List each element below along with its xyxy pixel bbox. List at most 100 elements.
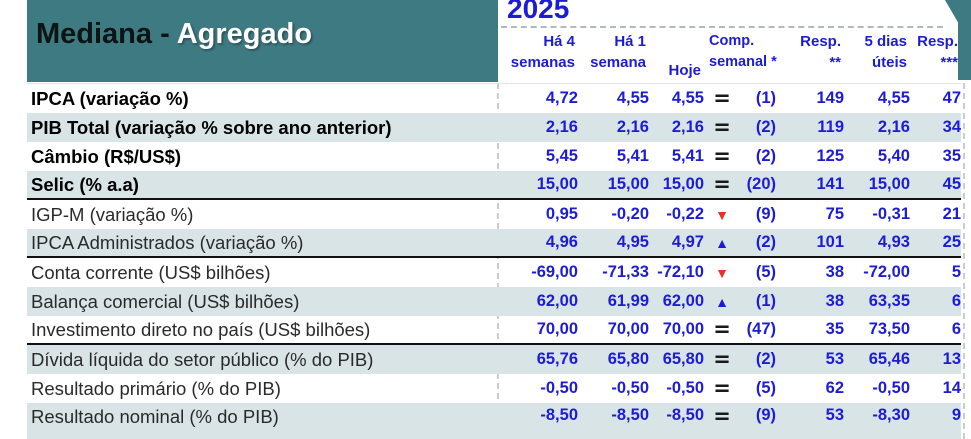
value-hoje: 4,55 [671, 89, 704, 107]
value-hoje: -8,50 [666, 406, 704, 424]
value-resp-2: 125 [816, 147, 844, 165]
left-dashed-divider [497, 83, 499, 439]
table-rows: IPCA (variação %) 4,72 4,55 4,55 = (1) 1… [27, 83, 961, 439]
trend-equal-icon: = [713, 347, 731, 371]
indicator-label: Resultado nominal (% do PIB) [31, 406, 279, 427]
value-resp-3: 34 [942, 118, 961, 136]
page-title-light: Agregado [176, 17, 313, 50]
value-ha1-semana: -71,33 [602, 263, 649, 281]
table-row: Conta corrente (US$ bilhões) -69,00 -71,… [27, 258, 961, 287]
indicator-label: IPCA (variação %) [31, 87, 189, 109]
indicator-label: Resultado primário (% do PIB) [31, 377, 281, 399]
value-resp-2: 119 [817, 118, 844, 136]
value-ha4-semanas: -69,00 [531, 263, 578, 281]
value-ha4-semanas: 15,00 [536, 175, 578, 193]
value-resp-2: 35 [825, 320, 844, 338]
value-ha1-semana: 15,00 [607, 175, 649, 193]
table-row: Resultado primário (% do PIB) -0,50 -0,5… [27, 374, 961, 403]
value-comp-semanal: (9) [755, 205, 776, 223]
value-resp-3: 45 [942, 175, 961, 193]
value-resp-2: 62 [825, 379, 844, 397]
indicator-label: IPCA Administrados (variação %) [31, 231, 304, 253]
value-hoje: 15,00 [662, 175, 704, 193]
value-ha4-semanas: 0,95 [545, 205, 578, 223]
value-resp-2: 149 [816, 89, 844, 107]
table-row: Resultado nominal (% do PIB) -8,50 -8,50… [27, 403, 961, 439]
column-header-line1: Há 1 [614, 33, 646, 50]
value-ha1-semana: 2,16 [616, 118, 649, 136]
value-resp-3: 25 [942, 233, 961, 251]
indicator-label: Câmbio (R$/US$) [31, 145, 182, 167]
value-resp-3: 35 [942, 147, 961, 165]
column-header-line2: semana [590, 54, 646, 71]
value-hoje: -0,22 [666, 205, 704, 223]
value-hoje: 70,00 [662, 320, 704, 338]
indicator-label: Selic (% a.a) [31, 173, 139, 195]
value-resp-3: 14 [942, 379, 961, 397]
value-ha1-semana: 4,55 [616, 89, 649, 107]
trend-equal-icon: = [713, 172, 731, 196]
value-comp-semanal: (5) [755, 263, 776, 281]
value-comp-semanal: (2) [755, 118, 776, 136]
indicator-label: Conta corrente (US$ bilhões) [31, 261, 271, 283]
value-comp-semanal: (1) [755, 292, 776, 310]
table-row: IPCA (variação %) 4,72 4,55 4,55 = (1) 1… [27, 84, 961, 113]
value-resp-2: 38 [825, 292, 844, 310]
year-label: 2025 [507, 0, 570, 24]
column-header-line2: *** [940, 54, 958, 71]
indicator-label: IGP-M (variação %) [31, 203, 194, 225]
value-5-dias-uteis: -0,50 [872, 379, 910, 397]
column-header-ha4-semanas: Há 4 semanas [498, 29, 578, 83]
value-hoje: 62,00 [662, 292, 704, 310]
value-ha1-semana: 5,41 [616, 147, 649, 165]
column-header-line1: Hoje [668, 62, 701, 79]
value-resp-2: 101 [816, 233, 844, 251]
value-resp-2: 38 [825, 263, 844, 281]
trend-down-icon: ▼ [715, 206, 729, 223]
page-title-dark: Mediana - [36, 17, 177, 50]
value-ha4-semanas: -8,50 [540, 406, 578, 424]
value-ha4-semanas: 4,72 [545, 89, 578, 107]
value-resp-3: 5 [951, 263, 961, 281]
value-comp-semanal: (1) [755, 89, 776, 107]
value-5-dias-uteis: -8,30 [872, 406, 910, 424]
column-header-line1: 5 dias [864, 33, 907, 50]
trend-equal-icon: = [713, 404, 731, 428]
value-hoje: 5,41 [671, 147, 704, 165]
column-header-line1: Resp. [917, 33, 958, 50]
value-ha4-semanas: 4,96 [545, 233, 578, 251]
trend-equal-icon: = [713, 376, 731, 400]
value-5-dias-uteis: 73,50 [868, 320, 910, 338]
value-ha4-semanas: 65,76 [536, 350, 578, 368]
value-ha1-semana: 4,95 [616, 233, 649, 251]
value-ha4-semanas: 5,45 [545, 147, 578, 165]
table-row: Dívida líquida do setor público (% do PI… [27, 345, 961, 374]
column-header-resp-2: Resp. ** [776, 29, 844, 83]
value-ha1-semana: 70,00 [607, 320, 649, 338]
value-comp-semanal: (9) [755, 406, 776, 424]
column-header-line1: Há 4 [543, 33, 575, 50]
column-header-5-dias-uteis: 5 dias úteis [844, 29, 910, 83]
value-5-dias-uteis: 65,46 [868, 350, 910, 368]
value-5-dias-uteis: -0,31 [872, 205, 910, 223]
label-column-header-spacer [27, 29, 498, 83]
value-resp-2: 53 [825, 406, 844, 424]
value-resp-3: 9 [951, 406, 961, 424]
value-resp-3: 6 [951, 292, 961, 310]
indicator-label: Dívida líquida do setor público (% do PI… [31, 348, 374, 370]
value-comp-semanal: (2) [755, 147, 776, 165]
column-header-line2: ** [829, 54, 841, 71]
value-comp-semanal: (20) [746, 175, 776, 193]
table-row: Câmbio (R$/US$) 5,45 5,41 5,41 = (2) 125… [27, 142, 961, 171]
value-5-dias-uteis: 4,93 [877, 233, 910, 251]
column-header-line1: Resp. [800, 33, 841, 50]
value-resp-3: 21 [942, 205, 961, 223]
value-hoje: 2,16 [671, 118, 704, 136]
title-band: Mediana - Agregado [27, 0, 498, 82]
value-comp-semanal: (2) [755, 233, 776, 251]
table-row: Selic (% a.a) 15,00 15,00 15,00 = (20) 1… [27, 171, 961, 200]
page-title: Mediana - Agregado [36, 18, 312, 51]
value-resp-3: 13 [942, 350, 961, 368]
value-ha1-semana: 65,80 [607, 350, 649, 368]
